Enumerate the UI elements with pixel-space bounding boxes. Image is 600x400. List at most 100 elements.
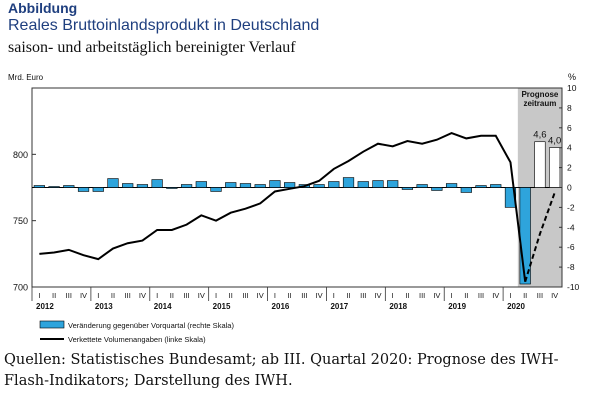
year-label: 2015 — [213, 302, 231, 311]
line-layer — [39, 132, 556, 282]
bar — [210, 187, 222, 192]
quarter-label: I — [451, 291, 453, 300]
right-tick-label: 4 — [567, 143, 572, 153]
volume-line — [39, 132, 527, 282]
chart-title: Reales Bruttoinlandsprodukt in Deutschla… — [8, 17, 320, 34]
source-note: Quellen: Statistisches Bundesamt; ab III… — [4, 352, 559, 389]
quarter-label: IV — [551, 291, 558, 300]
year-label: 2012 — [36, 302, 54, 311]
bar-data-label: 4,0 — [548, 136, 561, 147]
quarter-label: I — [333, 291, 335, 300]
bar — [549, 147, 561, 188]
quarter-label: IV — [139, 291, 146, 300]
quarter-label: I — [274, 291, 276, 300]
bar — [180, 184, 193, 188]
bar — [122, 183, 134, 188]
quarter-label: III — [66, 291, 72, 300]
chart-subtitle: saison- und arbeitstäglich bereinigter V… — [8, 39, 296, 56]
quarter-label: III — [419, 291, 425, 300]
right-tick-label: 8 — [567, 103, 572, 113]
bar — [475, 185, 487, 188]
quarter-label: III — [537, 291, 543, 300]
bar — [63, 185, 75, 188]
quarter-label: III — [360, 291, 366, 300]
bar — [166, 187, 178, 189]
legend-swatch-bar — [39, 320, 65, 329]
quarter-label: II — [52, 291, 56, 300]
quarter-label: I — [509, 291, 511, 300]
quarter-label: II — [523, 291, 527, 300]
bar — [48, 186, 60, 188]
quarter-label: I — [392, 291, 394, 300]
right-tick-label: -6 — [567, 242, 575, 252]
quarter-label: IV — [316, 291, 323, 300]
quarter-label: I — [215, 291, 217, 300]
legend: Veränderung gegenüber Vorquartal (rechte… — [39, 320, 234, 344]
legend-label-bar: Veränderung gegenüber Vorquartal (rechte… — [68, 321, 234, 330]
year-label: 2013 — [95, 302, 113, 311]
quarter-label: IV — [257, 291, 264, 300]
quarter-label: I — [156, 291, 158, 300]
quarter-label: IV — [492, 291, 499, 300]
bar — [92, 187, 104, 192]
bar — [284, 182, 296, 188]
year-label: 2016 — [272, 302, 290, 311]
bar — [269, 180, 281, 188]
bar — [387, 180, 399, 188]
bar — [313, 184, 325, 188]
right-tick-label: 10 — [567, 83, 577, 93]
right-tick-label: 0 — [567, 183, 572, 193]
bar — [445, 183, 458, 188]
quarter-label: IV — [374, 291, 381, 300]
bar — [33, 185, 45, 188]
right-tick-label: -10 — [567, 282, 580, 292]
bar — [357, 181, 369, 188]
year-label: 2020 — [507, 302, 525, 311]
quarter-label: III — [125, 291, 131, 300]
quarter-label: IV — [80, 291, 87, 300]
left-tick-label: 800 — [13, 150, 28, 160]
quarter-label: I — [97, 291, 99, 300]
bar — [151, 179, 163, 188]
right-tick-label: 6 — [567, 123, 572, 133]
bar — [372, 180, 384, 188]
bar — [136, 184, 149, 188]
quarter-label: III — [242, 291, 248, 300]
figure-label: Abbildung — [8, 0, 78, 16]
right-tick-label: -4 — [567, 222, 575, 232]
forecast-label: zeitraum — [523, 99, 556, 108]
bar — [416, 184, 428, 188]
quarter-label: IV — [433, 291, 440, 300]
quarter-label: II — [229, 291, 233, 300]
bar — [77, 187, 90, 192]
legend-label-line: Verkettete Volumenangaben (linke Skala) — [68, 335, 206, 344]
quarter-label: II — [405, 291, 409, 300]
year-label: 2017 — [330, 302, 348, 311]
quarter-label: II — [346, 291, 350, 300]
right-tick-label: 2 — [567, 163, 572, 173]
left-tick-label: 700 — [13, 283, 28, 293]
bar — [431, 187, 443, 191]
volume-line-forecast — [524, 192, 556, 282]
quarter-label: II — [111, 291, 115, 300]
quarter-label: II — [170, 291, 174, 300]
year-label: 2014 — [154, 302, 172, 311]
quarter-label: III — [183, 291, 189, 300]
quarter-label: II — [464, 291, 468, 300]
bar — [254, 184, 266, 188]
left-axis-unit: Mrd. Euro — [8, 73, 44, 82]
bar — [534, 141, 546, 188]
bar — [225, 182, 237, 188]
bar-data-label: 4,6 — [533, 130, 546, 141]
bar-layer: 4,64,0 — [33, 130, 561, 285]
quarter-label: III — [478, 291, 484, 300]
year-label: 2019 — [448, 302, 466, 311]
right-axis-unit: % — [568, 72, 576, 82]
quarter-label: IV — [198, 291, 205, 300]
forecast-label: Prognose — [521, 90, 558, 99]
left-tick-label: 750 — [13, 216, 28, 226]
year-label: 2018 — [389, 302, 407, 311]
bar — [107, 178, 119, 188]
